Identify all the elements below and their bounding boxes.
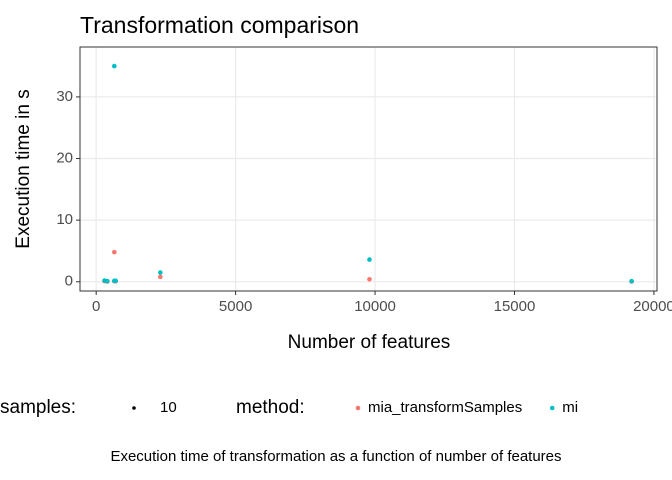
point — [158, 274, 163, 280]
legend-title: samples: — [0, 397, 76, 418]
y-tick-label: 0 — [65, 273, 73, 290]
legend-label: 10 — [160, 399, 177, 416]
legend-label: mia_transformSamples — [368, 399, 522, 416]
legend-key — [549, 405, 555, 411]
y-tick-label: 20 — [56, 149, 73, 166]
chart-title: Transformation comparison — [80, 12, 359, 38]
point — [367, 276, 372, 282]
point — [113, 278, 118, 284]
x-tick-label: 15000 — [494, 298, 536, 315]
x-tick-label: 0 — [92, 298, 100, 315]
y-tick-label: 30 — [56, 88, 73, 105]
x-tick-label: 20000 — [633, 298, 672, 315]
legend-title: method: — [236, 397, 305, 418]
point — [112, 249, 117, 255]
panel-border — [79, 46, 658, 292]
point — [105, 278, 110, 284]
x-axis-label: Number of features — [288, 332, 451, 353]
x-tick-label: 5000 — [219, 298, 252, 315]
point — [158, 270, 163, 275]
legend-key — [355, 405, 361, 411]
legend-size-key — [132, 406, 136, 410]
point — [629, 278, 634, 284]
y-tick-label: 10 — [56, 211, 73, 228]
x-tick-label: 10000 — [354, 298, 396, 315]
point — [367, 257, 372, 262]
caption: Execution time of transformation as a fu… — [110, 448, 561, 465]
legend-label: mi — [562, 399, 578, 416]
y-axis-label: Execution time in s — [13, 89, 34, 248]
point — [112, 63, 117, 69]
